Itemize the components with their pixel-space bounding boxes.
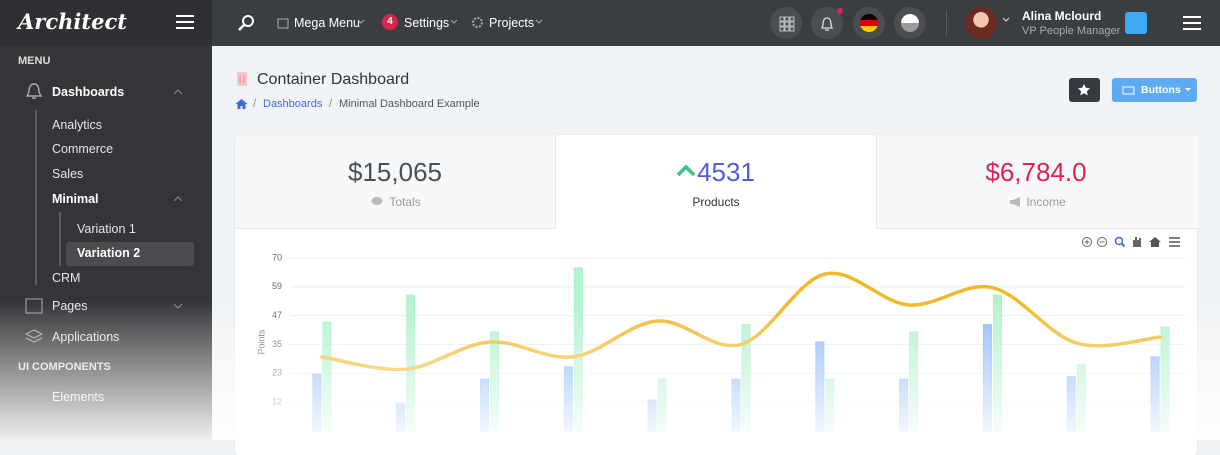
button-label: Buttons [1141,84,1181,96]
menu-heading: MENU [18,55,51,67]
y-tick-label: 59 [272,281,282,291]
user-role: VP People Manager [1022,25,1121,37]
bar [899,378,909,432]
y-tick-label: 35 [272,339,282,349]
menu-item[interactable]: Dashboards [52,85,125,99]
icon [472,17,483,28]
chevrons [357,19,543,24]
stat-label: Income [1026,195,1066,209]
icon [371,197,383,205]
topbar [212,0,1220,46]
y-tick-label: 12 [272,397,282,407]
bar [490,331,500,432]
chevrons [173,89,183,309]
bar [982,324,992,432]
tree-line [59,212,61,266]
search-icon[interactable] [238,14,256,32]
button-icons [1122,86,1191,95]
icon [25,298,43,314]
breadcrumb-separator: / [329,98,333,110]
theme-icon [901,14,919,32]
chevron [1002,17,1010,22]
page-title: Container Dashboard [257,71,410,88]
bar [657,378,667,432]
star-icon [1078,84,1090,96]
user-name: Alina Mclourd [1022,9,1102,23]
stat-value: $15,065 [348,157,442,187]
up-caret [677,165,695,177]
bar [563,366,573,432]
divider [946,10,947,36]
menu-item[interactable]: Pages [52,299,88,313]
calendar-button[interactable] [1125,12,1147,34]
bar [480,378,490,432]
bar [396,403,406,432]
bar [1076,363,1086,432]
stat-value: 4531 [697,157,755,187]
menu-item[interactable]: Variation 2 [77,246,141,260]
bar [1066,376,1076,432]
top-menu[interactable]: Mega Menu [294,16,361,30]
bar [406,294,416,432]
buttons-dropdown[interactable] [1112,78,1197,102]
breadcrumb-separator: / [253,98,257,110]
stat-box [235,135,556,229]
stat-value: $6,784.0 [985,157,1087,187]
menu-heading: UI COMPONENTS [18,361,111,373]
top-menu[interactable]: Projects [489,16,535,30]
bar [312,373,322,432]
bar [909,331,919,432]
page-icon [237,72,247,86]
breadcrumb-current: Minimal Dashboard Example [339,98,480,110]
y-tick-label: 23 [272,368,282,378]
chart-toolbar[interactable] [1081,235,1181,249]
line [320,271,1162,372]
menu-item[interactable]: CRM [52,271,81,285]
icon [277,18,289,29]
bar [647,399,657,432]
bar [815,341,825,432]
notification-dot [837,8,843,14]
menu-toggle[interactable] [1182,15,1202,31]
y-tick-label: 47 [272,310,282,320]
bar [825,378,835,432]
bar [322,321,332,432]
menu-item[interactable]: Minimal [52,192,99,206]
active-item-bg [66,242,194,266]
top-menu[interactable]: Settings [404,16,450,30]
tree-line [35,110,37,285]
bar [573,267,583,432]
menu-item[interactable]: Commerce [52,142,114,156]
stat-box [876,135,1198,229]
avatar[interactable] [965,7,997,39]
menu-item[interactable]: Applications [52,330,120,344]
bar [1150,356,1160,432]
chart: Points 12 23 35 47 59 70 [256,252,1185,432]
stat-label: Totals [389,195,421,209]
grid-button[interactable] [770,7,802,39]
menu-item[interactable]: Variation 1 [77,222,136,236]
stat-label: Products [692,195,740,209]
flag [860,14,878,32]
badge: 4 [382,14,398,30]
bar [731,378,741,432]
icon [25,83,43,99]
icon [1010,197,1020,207]
sidebar-toggle[interactable] [175,14,195,30]
bar [992,294,1002,432]
y-tick-label: 70 [272,252,282,262]
icon [25,329,43,343]
logo: Architect [18,9,127,34]
icons [779,16,833,32]
y-axis-label: Points [256,329,266,355]
menu-item[interactable]: Elements [52,390,105,404]
home-icon[interactable] [235,98,248,110]
menu-item[interactable]: Sales [52,167,84,181]
menu-item[interactable]: Analytics [52,118,103,132]
breadcrumb-link[interactable]: Dashboards [263,98,323,110]
bar [1160,326,1170,432]
